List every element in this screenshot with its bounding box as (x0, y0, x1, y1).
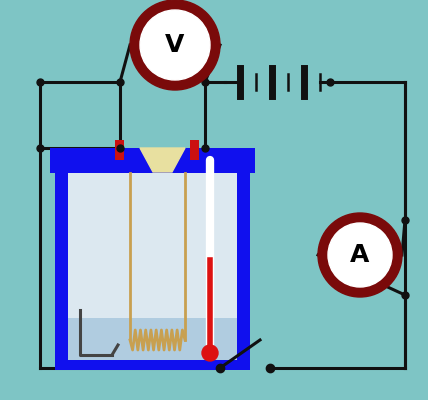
Circle shape (318, 213, 402, 297)
Circle shape (140, 10, 210, 80)
Circle shape (130, 0, 220, 90)
Circle shape (328, 223, 392, 287)
Text: A: A (350, 243, 370, 267)
Text: V: V (165, 33, 185, 57)
Bar (68, 168, 237, 318)
Bar (68, 318, 237, 363)
Bar (55, 360, 250, 370)
Bar (190, 140, 199, 160)
Polygon shape (140, 148, 185, 172)
Bar (115, 140, 124, 160)
Bar (50, 148, 255, 173)
Bar (55, 155, 250, 370)
Circle shape (202, 345, 218, 361)
